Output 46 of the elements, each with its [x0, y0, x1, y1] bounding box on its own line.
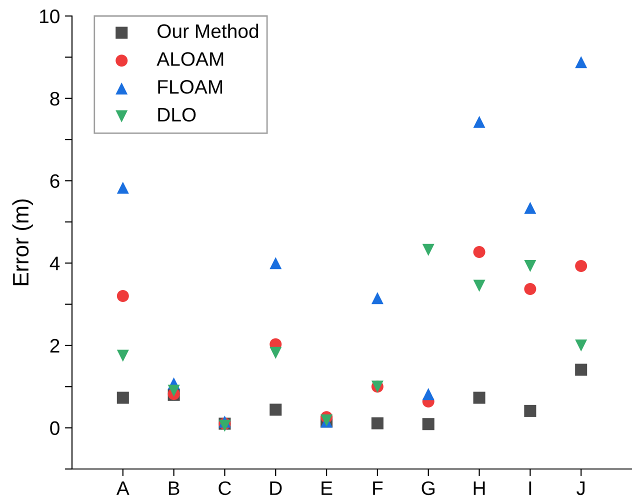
x-tick-label: C: [218, 481, 232, 496]
point: [473, 280, 486, 292]
point: [270, 346, 282, 359]
point: [575, 56, 588, 68]
point: [116, 290, 129, 302]
x-tick-label: D: [270, 482, 282, 495]
point: [524, 404, 536, 417]
point: [116, 350, 129, 362]
y-tick-label: 0: [50, 421, 60, 436]
legend-label: Our Method: [158, 24, 258, 38]
point: [473, 116, 486, 128]
legend-label: ALOAM: [156, 52, 224, 66]
point: [116, 392, 129, 404]
point: [116, 182, 129, 194]
point: [270, 257, 282, 270]
y-tick-label: 6: [50, 174, 60, 188]
point: [371, 417, 384, 430]
x-tick-label: B: [168, 482, 180, 495]
x-tick-label: J: [576, 482, 585, 496]
legend-label: DLO: [158, 108, 196, 122]
point: [270, 404, 282, 416]
y-tick-label: 4: [50, 256, 60, 270]
point: [575, 339, 588, 352]
point: [524, 260, 536, 272]
x-tick-label: G: [422, 481, 434, 496]
point: [575, 260, 588, 272]
legend-label: FLOAM: [158, 80, 222, 94]
x-tick-label: I: [529, 482, 532, 495]
point: [422, 244, 434, 256]
point: [524, 283, 536, 296]
y-tick-label: 10: [40, 9, 60, 24]
x-tick-label: H: [474, 482, 485, 495]
point: [371, 292, 384, 304]
x-tick-label: E: [322, 482, 332, 495]
point: [524, 202, 536, 214]
x-tick-label: F: [373, 482, 383, 495]
y-tick-label: 2: [50, 338, 60, 352]
point: [168, 384, 180, 397]
point: [575, 364, 588, 376]
x-tick-label: A: [116, 482, 130, 495]
point: [473, 392, 486, 404]
y-tick-label: 8: [50, 92, 60, 106]
point: [422, 418, 434, 430]
point: [473, 246, 486, 258]
point: [422, 388, 434, 400]
y-axis-title: Error (m): [12, 199, 34, 286]
